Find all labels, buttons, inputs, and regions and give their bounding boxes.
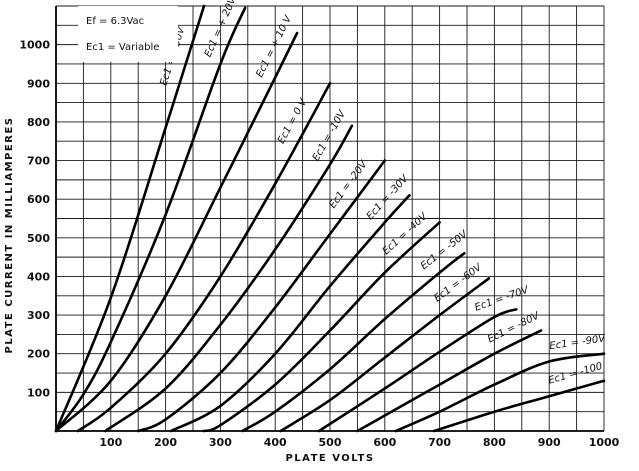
series-curve	[394, 352, 606, 433]
y-tick-label: 600	[27, 193, 50, 206]
series-label: Ec1 = + 10 V	[254, 13, 294, 79]
series-label: Ec1 = -70V	[473, 284, 531, 313]
legend-grid-voltage: Ec1 = Variable	[86, 42, 159, 53]
x-tick-label: 500	[319, 436, 342, 449]
series-curve	[54, 31, 299, 433]
series-curve	[136, 159, 387, 433]
axes: 100 200 300 400 500 600 700 800 900 1000 100 200 300…	[19, 6, 620, 449]
y-tick-label: 900	[27, 77, 50, 90]
legend-box: Ef = 6.3Vac Ec1 = Variable	[78, 6, 178, 62]
y-axis-title: PLATE CURRENT IN MILLIAMPERES	[4, 117, 15, 354]
series-curve	[169, 194, 411, 433]
legend-filament-voltage: Ef = 6.3Vac	[86, 16, 144, 27]
x-tick-label: 800	[483, 436, 506, 449]
series-curve	[202, 221, 441, 433]
series-label: Ec1 = -20V	[327, 158, 370, 210]
x-tick-label: 300	[209, 436, 232, 449]
y-tick-label: 200	[27, 348, 50, 361]
x-tick-label: 400	[264, 436, 287, 449]
y-tick-label: 500	[27, 232, 50, 245]
series-curve	[317, 308, 518, 433]
y-tick-label: 800	[27, 116, 50, 129]
series-label-group: Ec1 = -20V	[327, 158, 370, 210]
series-label-group: Ec1 = + 10 V	[254, 13, 294, 79]
series-curve	[356, 329, 543, 433]
series-curve	[54, 6, 247, 433]
series-curve	[241, 252, 466, 433]
series-label: Ec1 = -60V	[432, 261, 484, 304]
x-tick-label: 600	[373, 436, 396, 449]
series-curve	[432, 379, 606, 433]
x-tick-label: 100	[99, 436, 122, 449]
curves	[54, 4, 606, 433]
y-tick-label: 300	[27, 309, 50, 322]
y-tick-label: 700	[27, 155, 50, 168]
grid	[56, 5, 605, 431]
series-curve	[279, 277, 491, 433]
series-curve	[76, 82, 332, 433]
series-label-group: Ec1 = 0 V	[276, 96, 310, 146]
series-label: Ec1 = 0 V	[276, 96, 310, 146]
series-label-group: Ec1 = -70V	[473, 284, 531, 313]
series-curve	[54, 4, 206, 433]
x-tick-label: 200	[154, 436, 177, 449]
series-label-group: Ec1 = -90V	[549, 333, 607, 352]
x-tick-label: 1000	[589, 436, 620, 449]
x-tick-label: 700	[428, 436, 451, 449]
y-tick-label: 400	[27, 270, 50, 283]
y-tick-label: 100	[27, 386, 50, 399]
series-curve	[104, 124, 354, 433]
series-label-group: Ec1 = -60V	[432, 261, 484, 304]
x-tick-label: 900	[538, 436, 561, 449]
series-label: Ec1 = -90V	[549, 333, 607, 352]
x-axis-title: PLATE VOLTS	[285, 453, 374, 464]
y-tick-label: 1000	[19, 39, 50, 52]
